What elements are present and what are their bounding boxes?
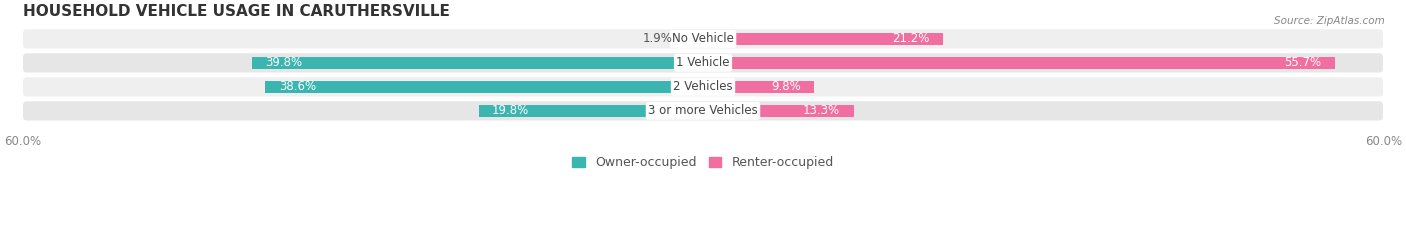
Bar [703, 105, 853, 117]
Bar [682, 33, 703, 45]
Text: 1 Vehicle: 1 Vehicle [676, 56, 730, 69]
Text: 19.8%: 19.8% [492, 104, 530, 117]
Text: 38.6%: 38.6% [278, 80, 316, 93]
Bar [703, 57, 1334, 69]
Text: 21.2%: 21.2% [893, 32, 929, 45]
Text: 13.3%: 13.3% [803, 104, 841, 117]
Text: Source: ZipAtlas.com: Source: ZipAtlas.com [1274, 16, 1385, 26]
Bar [266, 81, 703, 93]
Bar [478, 105, 703, 117]
Text: 1.9%: 1.9% [643, 32, 672, 45]
Text: 55.7%: 55.7% [1284, 56, 1320, 69]
Text: 39.8%: 39.8% [266, 56, 302, 69]
Text: HOUSEHOLD VEHICLE USAGE IN CARUTHERSVILLE: HOUSEHOLD VEHICLE USAGE IN CARUTHERSVILL… [22, 4, 450, 19]
Bar [703, 81, 814, 93]
Legend: Owner-occupied, Renter-occupied: Owner-occupied, Renter-occupied [568, 151, 838, 175]
Bar [252, 57, 703, 69]
Bar [703, 33, 943, 45]
FancyBboxPatch shape [22, 77, 1384, 96]
Text: 3 or more Vehicles: 3 or more Vehicles [648, 104, 758, 117]
FancyBboxPatch shape [22, 53, 1384, 73]
Text: 9.8%: 9.8% [770, 80, 800, 93]
FancyBboxPatch shape [22, 101, 1384, 121]
FancyBboxPatch shape [22, 29, 1384, 48]
Text: 2 Vehicles: 2 Vehicles [673, 80, 733, 93]
Text: No Vehicle: No Vehicle [672, 32, 734, 45]
